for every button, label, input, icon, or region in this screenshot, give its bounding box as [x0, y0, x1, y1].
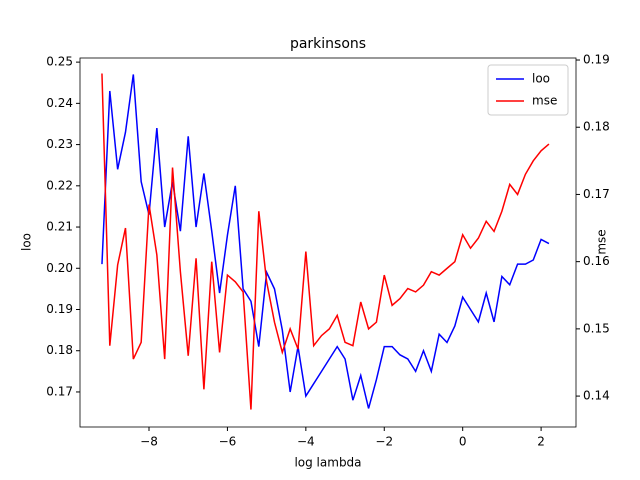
y-tick-label: 0.23 [46, 137, 73, 151]
x-tick-label: −6 [219, 435, 237, 449]
y2-tick-label: 0.14 [583, 389, 610, 403]
legend-label: loo [532, 72, 550, 86]
line-series [101, 73, 550, 410]
y-tick-label: 0.17 [46, 384, 73, 398]
x-tick-label: −2 [375, 435, 393, 449]
x-tick-label: −8 [140, 435, 158, 449]
y2-tick-label: 0.19 [583, 53, 610, 67]
x-tick-label: 0 [459, 435, 467, 449]
y-axis-label: loo [20, 233, 34, 251]
x-axis-label: log lambda [294, 456, 361, 470]
y-tick-label: 0.18 [46, 343, 73, 357]
y2-tick-label: 0.17 [583, 187, 610, 201]
legend-label: mse [532, 94, 557, 108]
x-tick-label: −4 [297, 435, 315, 449]
line-series [101, 74, 550, 409]
chart-title: parkinsons [290, 36, 366, 52]
y-tick-label: 0.19 [46, 302, 73, 316]
x-tick-label: 2 [537, 435, 545, 449]
y2-tick-label: 0.16 [583, 254, 610, 268]
y-tick-label: 0.21 [46, 220, 73, 234]
legend-box [487, 64, 569, 116]
y2-axis-label: mse [595, 229, 609, 254]
y2-tick-label: 0.18 [583, 120, 610, 134]
y-tick-label: 0.20 [46, 261, 73, 275]
y2-tick-label: 0.15 [583, 321, 610, 335]
y-tick-label: 0.25 [46, 55, 73, 69]
y-tick-label: 0.22 [46, 178, 73, 192]
plot-frame [79, 57, 577, 428]
y-tick-label: 0.24 [46, 96, 73, 110]
